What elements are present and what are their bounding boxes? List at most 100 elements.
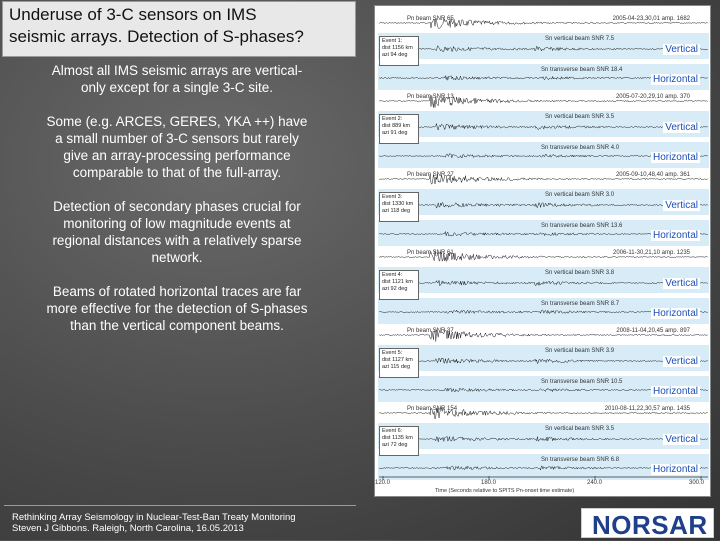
- norsar-logo: NORSAR: [581, 508, 714, 540]
- vertical-tag: Vertical: [663, 356, 700, 367]
- sn-transverse-label: Sn transverse beam SNR 6.8: [541, 457, 620, 463]
- tick-label-180: 180.0: [481, 480, 497, 486]
- bullet-3-line-3: regional distances with a relatively spa…: [52, 233, 302, 248]
- bullet-2-line-4: comparable to that of the full-array.: [72, 165, 282, 180]
- event-distance: dist 1156 km: [382, 45, 413, 51]
- vertical-tag: Vertical: [663, 434, 700, 445]
- event-azimuth: azi 94 deg: [382, 52, 408, 58]
- pn-beam-label: Pn beam SNR 13: [407, 94, 454, 100]
- event-distance: dist 1121 km: [382, 279, 413, 285]
- slide-title: Underuse of 3-C sensors on IMS seismic a…: [2, 1, 356, 57]
- pn-beam-label: Pn beam SNR 37: [407, 328, 454, 334]
- event-row: Pn beam SNR 154 2010-08-11,22,30,57 amp. …: [375, 402, 710, 480]
- bullet-list: Almost all IMS seismic arrays are vertic…: [14, 62, 340, 351]
- event-date-amp: 2005-09-10,48,40 amp. 361: [615, 172, 690, 178]
- pn-trace: [378, 17, 708, 30]
- tick-label-300: 300.0: [689, 480, 705, 486]
- sn-vertical-label: Sn vertical beam SNR 3.0: [545, 192, 615, 198]
- horizontal-tag: Horizontal: [650, 308, 700, 319]
- axis-title: Time (Seconds relative to SPITS Pn-onset…: [435, 488, 575, 494]
- footer: Rethinking Array Seismology in Nuclear-T…: [12, 512, 296, 534]
- bullet-1-line-1: Almost all IMS seismic arrays are vertic…: [51, 63, 303, 78]
- axis-line: [379, 476, 708, 480]
- vertical-trace: [378, 122, 708, 131]
- sn-transverse-label: Sn transverse beam SNR 4.0: [541, 145, 620, 151]
- event-info-box: Event 4: dist 1121 km azi 92 deg: [379, 270, 419, 300]
- bullet-4-line-1: Beams of rotated horizontal traces are f…: [52, 284, 302, 299]
- pn-beam-label: Pn beam SNR 154: [407, 406, 458, 412]
- sn-transverse-label: Sn transverse beam SNR 8.7: [541, 301, 620, 307]
- footer-line-2: Steven J Gibbons. Raleigh, North Carolin…: [12, 523, 244, 534]
- bullet-3: Detection of secondary phases crucial fo…: [14, 198, 340, 266]
- bullet-3-line-2: monitoring of low magnitude events at: [63, 216, 291, 231]
- sn-transverse-label: Sn transverse beam SNR 13.6: [541, 223, 623, 229]
- pn-trace: [378, 250, 708, 262]
- event-info-box: Event 1: dist 1156 km azi 94 deg: [379, 36, 419, 66]
- sn-transverse-label: Sn transverse beam SNR 18.4: [541, 67, 623, 73]
- vertical-trace: [378, 45, 708, 53]
- event-row: Pn beam SNR 61 2006-11-30,21,10 amp. 1235…: [375, 246, 710, 324]
- event-date-amp: 2005-04-23,30,01 amp. 1682: [612, 16, 690, 22]
- tick-label-240: 240.0: [587, 480, 603, 486]
- vertical-trace: [378, 279, 708, 287]
- event-distance: dist 1330 km: [382, 201, 414, 207]
- sn-vertical-label: Sn vertical beam SNR 3.5: [545, 114, 615, 120]
- sn-vertical-label: Sn vertical beam SNR 3.8: [545, 270, 615, 276]
- vertical-tag: Vertical: [663, 278, 700, 289]
- event-row: Pn beam SNR 37 2008-11-04,20,45 amp. 897 E…: [375, 324, 710, 402]
- vertical-trace: [378, 357, 708, 365]
- bullet-4-line-3: than the vertical component beams.: [70, 318, 284, 333]
- vertical-trace: [378, 201, 708, 209]
- event-number: Event 2:: [382, 116, 403, 122]
- vertical-band: [378, 33, 709, 59]
- horizontal-tag: Horizontal: [650, 74, 700, 85]
- event-info-box: Event 5: dist 1127 km azi 115 deg: [379, 348, 419, 378]
- event-azimuth: azi 92 deg: [382, 286, 408, 292]
- event-number: Event 6:: [382, 428, 403, 434]
- bullet-1: Almost all IMS seismic arrays are vertic…: [14, 62, 340, 96]
- bullet-4-line-2: more effective for the detection of S-ph…: [46, 301, 308, 316]
- event-row: Pn beam SNR 13 2005-07-20,29,10 amp. 370 E…: [375, 90, 710, 168]
- event-row: Pn beam SNR 65 2005-04-23,30,01 amp. 1682…: [375, 12, 710, 90]
- event-info-box: Event 6: dist 1135 km azi 72 deg: [379, 426, 419, 456]
- horizontal-tag: Horizontal: [650, 464, 700, 475]
- event-number: Event 4:: [382, 272, 403, 278]
- title-line-1: Underuse of 3-C sensors on IMS: [9, 5, 257, 24]
- horizontal-tag: Horizontal: [650, 230, 700, 241]
- bullet-2-line-1: Some (e.g. ARCES, GERES, YKA ++) have: [46, 114, 308, 129]
- event-distance: dist 889 km: [382, 123, 411, 129]
- event-azimuth: azi 115 deg: [382, 364, 411, 370]
- vertical-tag: Vertical: [663, 200, 700, 211]
- seismogram-figure: Pn beam SNR 65 2005-04-23,30,01 amp. 1682…: [374, 5, 711, 497]
- event-azimuth: azi 72 deg: [382, 442, 408, 448]
- sn-transverse-label: Sn transverse beam SNR 10.5: [541, 379, 623, 385]
- event-azimuth: azi 91 deg: [382, 130, 408, 136]
- vertical-band: [378, 345, 709, 371]
- horizontal-tag: Horizontal: [650, 152, 700, 163]
- sn-vertical-label: Sn vertical beam SNR 3.5: [545, 426, 615, 432]
- event-date-amp: 2008-11-04,20,45 amp. 897: [616, 328, 690, 334]
- bullet-2: Some (e.g. ARCES, GERES, YKA ++) have a …: [14, 113, 340, 181]
- footer-line-1: Rethinking Array Seismology in Nuclear-T…: [12, 512, 296, 523]
- vertical-trace: [378, 435, 708, 443]
- time-axis: 120.0 180.0 240.0 300.0 Time (Seconds re…: [375, 476, 710, 496]
- bullet-1-line-2: only except for a single 3-C site.: [80, 80, 274, 95]
- logo-text: NORSAR: [592, 510, 708, 540]
- event-info-box: Event 3: dist 1330 km azi 118 deg: [379, 192, 419, 222]
- pn-trace: [378, 329, 708, 342]
- event-date-amp: 2006-11-30,21,10 amp. 1235: [613, 250, 690, 256]
- pn-trace: [378, 173, 708, 185]
- event-row: Pn beam SNR 27 2005-09-10,48,40 amp. 361 E…: [375, 168, 710, 246]
- event-date-amp: 2010-08-11,22,30,57 amp. 1435: [604, 406, 690, 412]
- event-distance: dist 1135 km: [382, 435, 413, 441]
- event-distance: dist 1127 km: [382, 357, 413, 363]
- event-number: Event 3:: [382, 194, 403, 200]
- pn-trace: [378, 95, 708, 108]
- sn-vertical-label: Sn vertical beam SNR 7.5: [545, 36, 615, 42]
- pn-beam-label: Pn beam SNR 27: [407, 172, 454, 178]
- title-line-2: seismic arrays. Detection of S-phases?: [9, 27, 304, 46]
- footer-divider: [4, 505, 356, 506]
- horizontal-tag: Horizontal: [650, 386, 700, 397]
- vertical-band: [378, 111, 709, 137]
- vertical-tag: Vertical: [663, 122, 700, 133]
